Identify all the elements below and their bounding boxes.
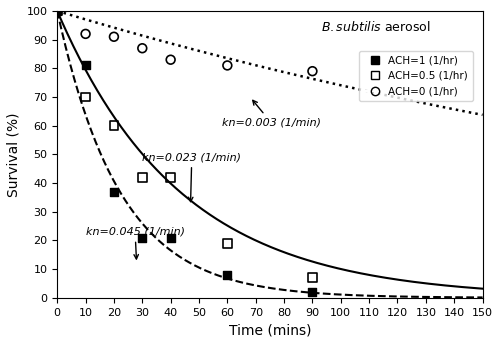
Point (53, 8, 61, 14)
Point (224, 272, 232, 278)
Text: kn=0.023 (1/min): kn=0.023 (1/min) (142, 152, 242, 202)
Point (82, 31, 90, 37)
Point (53, 8, 61, 14)
Point (138, 235, 146, 240)
Text: $\it{B. subtilis}$ aerosol: $\it{B. subtilis}$ aerosol (321, 20, 430, 34)
X-axis label: Time (mins): Time (mins) (228, 323, 311, 337)
Point (138, 45, 146, 51)
Point (308, 275, 316, 280)
Point (110, 123, 118, 128)
Y-axis label: Survival (%): Survival (%) (7, 112, 21, 197)
Point (82, 63, 90, 68)
Point (224, 63, 232, 68)
Text: kn=0.003 (1/min): kn=0.003 (1/min) (222, 100, 320, 128)
Point (138, 174, 146, 180)
Point (110, 189, 118, 194)
Point (224, 240, 232, 246)
Legend: ACH=1 (1/hr), ACH=0.5 (1/hr), ACH=0 (1/hr): ACH=1 (1/hr), ACH=0.5 (1/hr), ACH=0 (1/h… (359, 51, 473, 101)
Point (166, 174, 174, 180)
Point (53, 8, 61, 14)
Point (308, 68, 316, 74)
Point (110, 34, 118, 40)
Point (308, 289, 316, 295)
Point (166, 57, 174, 63)
Point (82, 94, 90, 100)
Text: kn=0.045 (1/min): kn=0.045 (1/min) (86, 227, 184, 259)
Point (166, 235, 174, 240)
